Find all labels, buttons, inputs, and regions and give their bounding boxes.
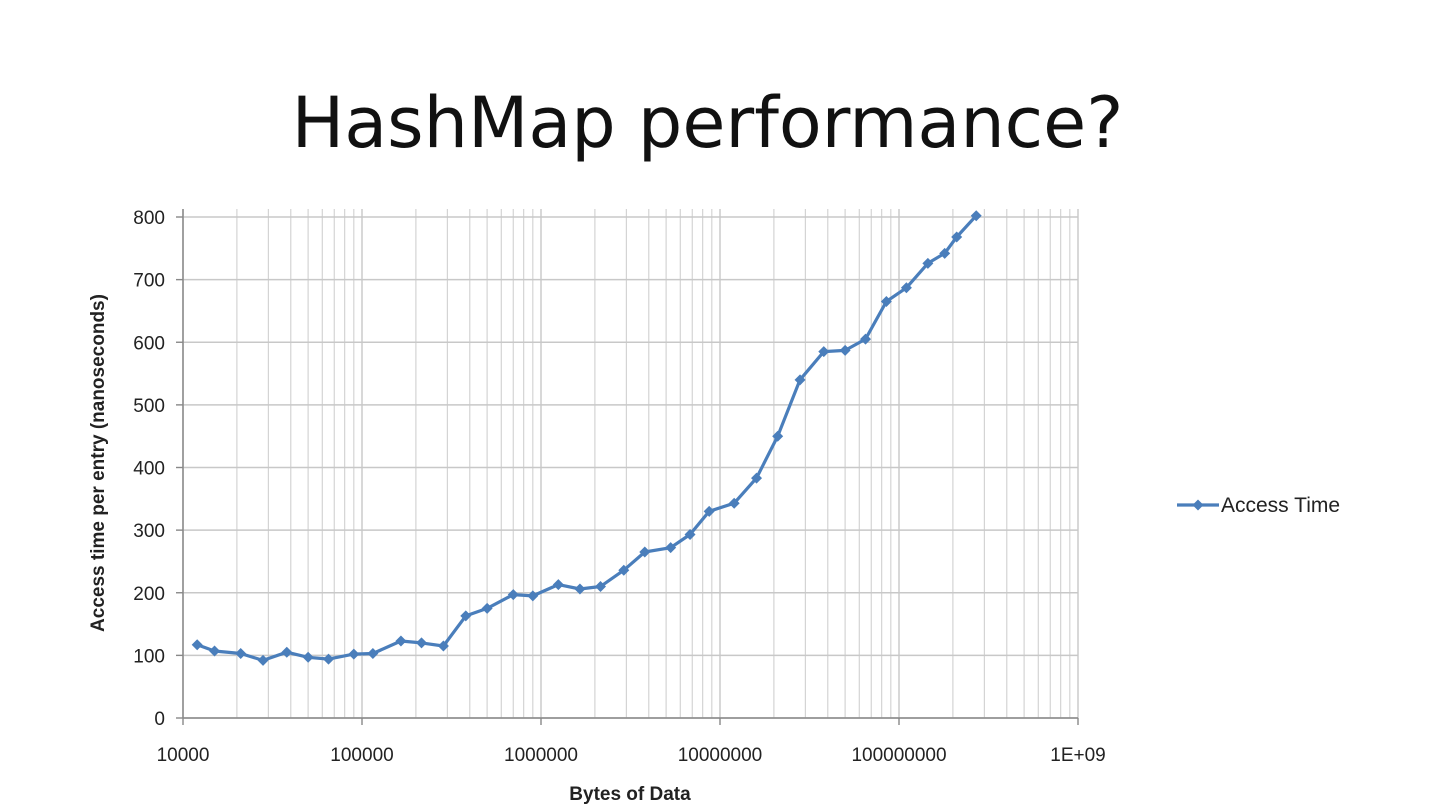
y-tick-label: 600	[133, 333, 165, 354]
data-point	[527, 590, 539, 602]
data-point	[395, 635, 407, 647]
data-point	[818, 346, 830, 358]
x-axis-title: Bytes of Data	[569, 784, 691, 805]
data-point	[209, 645, 221, 657]
x-tick-labels: 10000 100000 1000000 10000000 100000000 1E+09	[157, 745, 1106, 766]
x-tick-label: 100000	[330, 745, 393, 766]
data-point	[970, 210, 982, 222]
y-tick-label: 100	[133, 646, 165, 667]
y-axis-title: Access time per entry (nanoseconds)	[88, 294, 109, 632]
data-point	[839, 344, 851, 356]
data-point	[323, 653, 335, 665]
major-gridlines	[182, 209, 1079, 719]
y-tick-label: 700	[133, 271, 165, 292]
data-point	[794, 374, 806, 386]
data-point	[880, 296, 892, 308]
data-point	[751, 472, 763, 484]
data-point	[860, 333, 872, 345]
data-point	[951, 231, 963, 243]
y-tick-labels: 0 100 200 300 400 500 600 700 800	[133, 208, 165, 730]
x-tick-label: 10000000	[678, 745, 763, 766]
data-point	[574, 583, 586, 595]
y-tick-label: 800	[133, 208, 165, 229]
legend-label: Access Time	[1221, 494, 1340, 517]
data-point	[684, 529, 696, 541]
data-point	[665, 542, 677, 554]
data-point	[460, 610, 472, 622]
legend: Access Time	[1177, 494, 1340, 517]
data-point	[552, 579, 564, 591]
data-point	[900, 282, 912, 294]
axes	[176, 209, 1079, 725]
data-point	[302, 651, 314, 663]
data-point	[728, 497, 740, 509]
data-point	[481, 602, 493, 614]
data-point	[618, 564, 630, 576]
data-point	[191, 639, 203, 651]
data-point	[772, 430, 784, 442]
data-point	[639, 546, 651, 558]
data-point	[437, 640, 449, 652]
minor-gridlines	[236, 209, 1071, 718]
y-tick-label: 300	[133, 521, 165, 542]
x-tick-label: 100000000	[851, 745, 946, 766]
data-point	[367, 647, 379, 659]
data-point	[595, 580, 607, 592]
slide-title: HashMap performance?	[291, 82, 1124, 164]
y-tick-label: 200	[133, 584, 165, 605]
x-tick-label: 1000000	[504, 745, 578, 766]
x-tick-label: 1E+09	[1050, 745, 1105, 766]
series-group	[191, 210, 982, 666]
data-point	[257, 654, 269, 666]
y-tick-label: 0	[154, 709, 165, 730]
data-point	[703, 505, 715, 517]
data-point	[348, 648, 360, 660]
x-tick-label: 10000	[157, 745, 210, 766]
data-point	[281, 646, 293, 658]
legend-marker	[1192, 499, 1204, 511]
y-tick-label: 400	[133, 459, 165, 480]
data-point	[416, 637, 428, 649]
data-point	[922, 257, 934, 269]
data-point	[939, 247, 951, 259]
data-point	[507, 589, 519, 601]
y-tick-label: 500	[133, 396, 165, 417]
data-point	[235, 647, 247, 659]
